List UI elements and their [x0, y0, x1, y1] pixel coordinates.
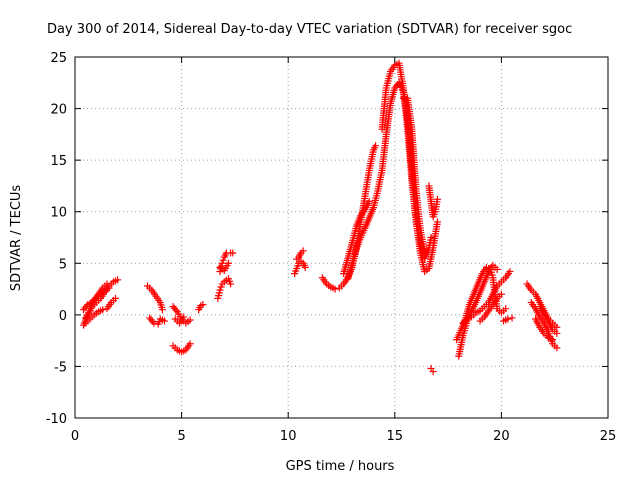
data-point — [105, 284, 113, 292]
x-tick-label: 10 — [280, 429, 297, 444]
data-point — [99, 306, 107, 314]
data-point — [299, 247, 307, 255]
grid — [75, 57, 608, 418]
data-point — [463, 314, 471, 322]
data-point — [331, 285, 339, 293]
data-point — [219, 256, 227, 264]
y-tick-label: 10 — [50, 206, 67, 221]
data-point — [161, 317, 169, 325]
data-point — [103, 280, 111, 288]
x-tick-label: 25 — [600, 429, 617, 444]
data-point — [229, 249, 237, 257]
data-point — [199, 301, 207, 309]
data-point — [172, 306, 180, 314]
y-tick-label: 5 — [59, 257, 67, 272]
data-point — [217, 283, 225, 291]
y-tick-label: 0 — [59, 309, 67, 324]
x-tick-label: 15 — [387, 429, 404, 444]
data-point — [114, 276, 122, 284]
y-tick-label: 15 — [50, 154, 67, 169]
data-point — [372, 142, 380, 150]
data-point — [158, 306, 166, 314]
x-tick-label: 0 — [71, 429, 79, 444]
plot-frame — [74, 56, 609, 419]
x-tick-label: 20 — [493, 429, 510, 444]
data-point — [508, 314, 516, 322]
data-point — [186, 316, 194, 324]
data-point — [186, 340, 194, 348]
data-point — [553, 329, 561, 337]
data-point — [497, 290, 505, 298]
data-point — [148, 317, 156, 325]
data-point — [433, 195, 441, 203]
data-point — [553, 344, 561, 352]
data-point — [225, 259, 233, 267]
data-point — [216, 286, 224, 294]
data-point — [502, 305, 510, 313]
data-point — [365, 197, 373, 205]
y-tick-label: -5 — [54, 360, 67, 375]
data-point — [421, 249, 429, 257]
data-point — [549, 336, 557, 344]
y-tick-label: 20 — [50, 103, 67, 118]
data-point — [429, 368, 437, 376]
data-point — [112, 294, 120, 302]
data-point — [504, 315, 512, 323]
data-point — [301, 263, 309, 271]
x-axis-label: GPS time / hours — [286, 459, 395, 474]
y-axis-label: SDTVAR / TECUs — [9, 185, 24, 292]
data-point — [180, 313, 188, 321]
data-point — [427, 234, 435, 241]
data-points — [80, 59, 561, 376]
data-point — [493, 265, 501, 273]
y-tick-label: 25 — [50, 51, 67, 66]
chart-title: Day 300 of 2014, Sidereal Day-to-day VTE… — [47, 22, 572, 37]
data-point — [506, 268, 514, 276]
data-point — [433, 218, 441, 226]
data-point — [150, 319, 158, 327]
x-tick-label: 5 — [177, 429, 185, 444]
y-tick-label: -10 — [46, 412, 67, 427]
data-point — [227, 280, 235, 288]
data-point — [462, 316, 470, 324]
data-point — [93, 292, 101, 300]
axis-ticks: 0 5 10 15 20 25 -10 -5 0 5 10 15 20 25 — [46, 51, 617, 444]
